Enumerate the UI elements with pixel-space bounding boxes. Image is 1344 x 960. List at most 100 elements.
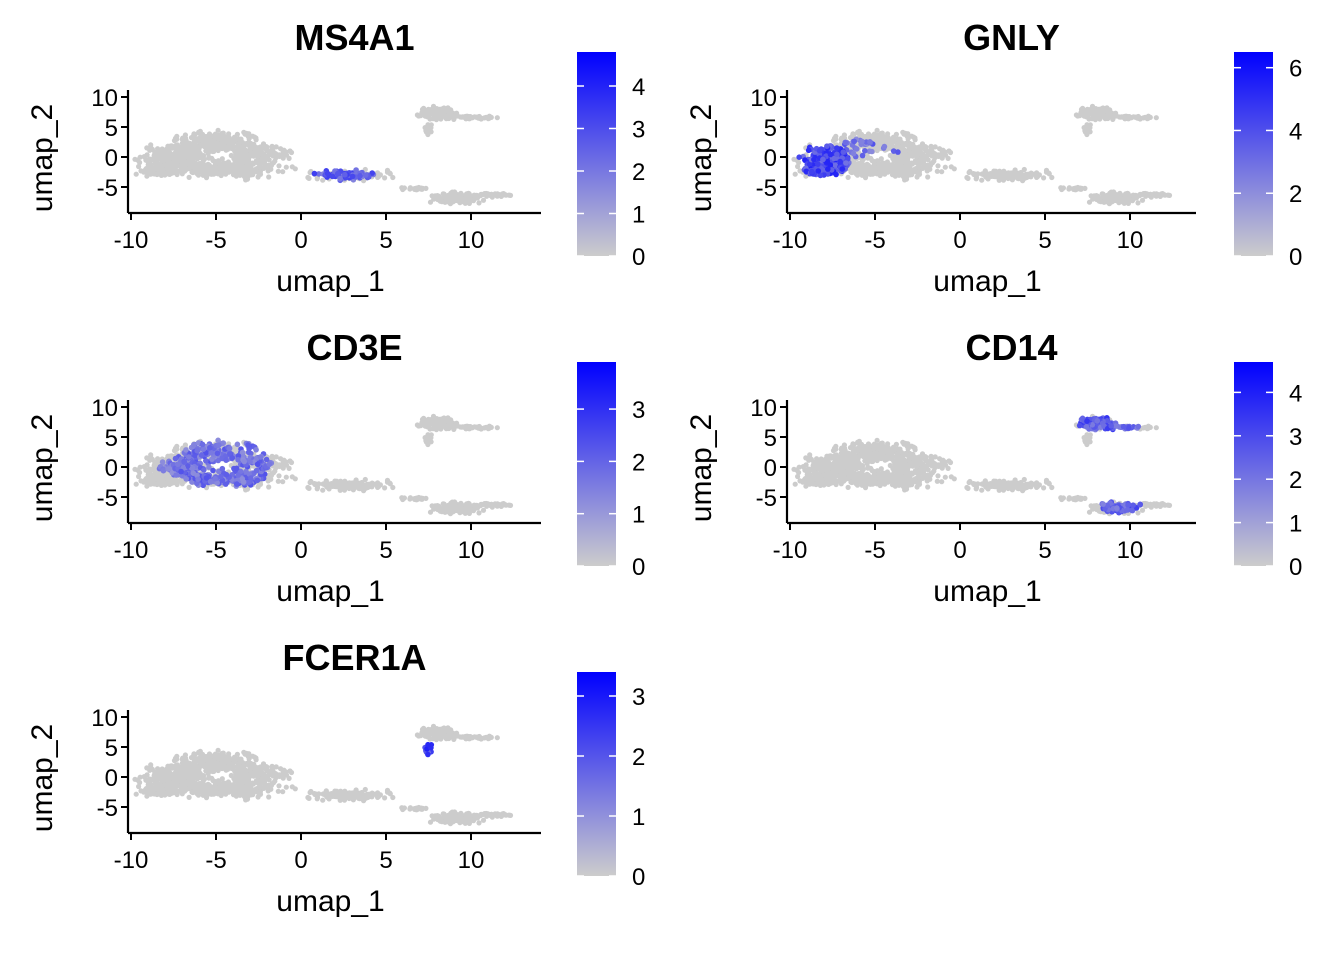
cell-point xyxy=(425,441,431,448)
cell-point xyxy=(1096,198,1102,204)
cell-point xyxy=(276,153,282,159)
cell-point xyxy=(229,165,235,172)
cell-point xyxy=(166,476,172,482)
legend-tick-label: 2 xyxy=(632,449,645,476)
cell-point xyxy=(335,481,341,487)
cell-point xyxy=(448,190,454,196)
cell-point-expressed xyxy=(834,145,840,151)
y-tick-label: 10 xyxy=(91,395,118,422)
y-tick-label: 5 xyxy=(105,425,118,452)
cell-point xyxy=(1105,199,1111,205)
cell-point xyxy=(1126,115,1132,121)
cell-point xyxy=(138,478,144,484)
cell-point xyxy=(204,147,210,153)
legend-tick-label: 0 xyxy=(632,244,645,271)
legend-tick-label: 4 xyxy=(632,74,645,101)
cell-point xyxy=(194,138,200,144)
cell-point xyxy=(148,142,154,148)
cell-point-expressed xyxy=(329,173,336,180)
cell-point xyxy=(888,165,895,172)
cell-point xyxy=(902,177,908,183)
cell-point xyxy=(196,130,202,136)
cell-point-expressed xyxy=(207,444,213,451)
cell-point xyxy=(156,471,162,477)
cell-point xyxy=(175,155,181,161)
cell-point xyxy=(792,481,798,487)
cell-point xyxy=(425,131,431,138)
cell-point xyxy=(337,486,343,492)
cell-point-expressed xyxy=(349,173,356,180)
x-tick-label: 0 xyxy=(953,227,966,254)
cell-point-expressed xyxy=(337,175,343,182)
cell-point-expressed xyxy=(867,139,873,145)
cell-point xyxy=(871,166,877,172)
cell-point xyxy=(144,152,150,158)
cell-point-expressed xyxy=(862,148,868,154)
x-tick-label: -5 xyxy=(205,227,226,254)
cell-point xyxy=(382,175,388,181)
cell-point-expressed xyxy=(263,456,270,463)
cell-point xyxy=(136,163,142,170)
cell-point xyxy=(283,149,289,155)
cell-point-expressed xyxy=(159,459,166,465)
cell-point-expressed xyxy=(189,465,196,472)
cell-point xyxy=(494,425,500,431)
cell-point xyxy=(276,463,282,469)
cell-point xyxy=(437,198,443,204)
cell-point xyxy=(951,166,957,172)
x-tick-label: 10 xyxy=(1117,227,1144,254)
cell-point-expressed xyxy=(208,450,214,456)
cell-point xyxy=(171,138,178,144)
cell-point xyxy=(994,171,1000,177)
cell-point xyxy=(223,147,229,153)
cell-point xyxy=(253,135,259,141)
cell-point xyxy=(435,108,441,114)
cell-point-expressed xyxy=(850,150,857,157)
cell-point xyxy=(167,171,173,177)
cell-point xyxy=(243,487,249,493)
legend-tick-label: 0 xyxy=(1289,244,1302,271)
cell-point xyxy=(207,135,213,141)
cell-point-expressed xyxy=(165,466,171,472)
cell-point-expressed xyxy=(820,156,826,163)
cell-point xyxy=(487,114,493,120)
cell-point xyxy=(259,150,265,156)
legend-tick-label: 2 xyxy=(1289,181,1302,208)
x-tick-label: 0 xyxy=(294,227,307,254)
cell-point-expressed xyxy=(362,172,369,178)
cell-point xyxy=(195,166,201,172)
cell-point-expressed xyxy=(241,458,247,465)
cell-point xyxy=(965,175,971,181)
cell-point xyxy=(135,467,141,473)
cell-point xyxy=(988,173,995,179)
cell-point xyxy=(190,146,196,152)
cell-point xyxy=(858,131,865,137)
cell-point xyxy=(1097,116,1103,122)
cell-point xyxy=(276,163,282,169)
cell-point xyxy=(165,143,171,149)
cell-point xyxy=(893,131,900,137)
cell-point xyxy=(474,192,480,198)
y-axis-label: umap_2 xyxy=(685,104,718,212)
cell-point-expressed xyxy=(311,170,318,177)
cell-point xyxy=(1046,171,1052,177)
cell-point xyxy=(470,197,476,203)
cell-point xyxy=(424,424,430,430)
legend-tick-label: 1 xyxy=(632,202,645,229)
cell-point xyxy=(467,425,473,431)
cell-point xyxy=(212,158,218,165)
cell-point xyxy=(268,162,275,168)
cell-point xyxy=(458,191,464,198)
cell-point-expressed xyxy=(235,457,241,463)
cell-point xyxy=(418,113,424,119)
cell-point xyxy=(1091,193,1097,199)
cell-point xyxy=(476,510,482,516)
cell-point xyxy=(241,169,247,175)
cell-point xyxy=(257,144,263,150)
cell-point xyxy=(495,191,501,197)
cell-point xyxy=(178,159,184,165)
legend-tick-label: 1 xyxy=(632,502,645,529)
cell-point-expressed xyxy=(191,441,197,448)
